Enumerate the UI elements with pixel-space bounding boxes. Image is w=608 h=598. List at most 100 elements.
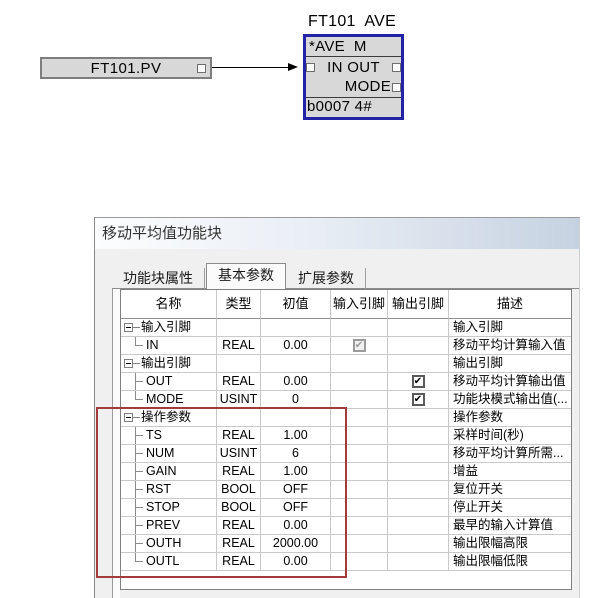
param-name-cell: NUM bbox=[121, 445, 217, 463]
table-row[interactable]: 输入引脚 输入引脚 bbox=[121, 319, 571, 337]
table-row[interactable]: MODE USINT 0 ✔ 功能块模式输出值(... bbox=[121, 391, 571, 409]
param-type: BOOL bbox=[217, 499, 261, 517]
output-pin-cell bbox=[388, 337, 449, 355]
input-pin-cell bbox=[331, 517, 388, 535]
param-init-value bbox=[261, 409, 331, 427]
param-name-cell: 输出引脚 bbox=[121, 355, 217, 373]
param-type: REAL bbox=[217, 373, 261, 391]
header-cell-type: 类型 bbox=[217, 290, 261, 319]
param-description: 输入引脚 bbox=[449, 319, 571, 337]
table-row[interactable]: IN REAL 0.00 ✔ 移动平均计算输入值 bbox=[121, 337, 571, 355]
param-description: 操作参数 bbox=[449, 409, 571, 427]
collapse-expander-icon[interactable] bbox=[124, 323, 133, 332]
input-pin-cell bbox=[331, 391, 388, 409]
param-name-cell: OUTH bbox=[121, 535, 217, 553]
param-init-value: 1.00 bbox=[261, 427, 331, 445]
output-pin-checkbox[interactable]: ✔ bbox=[411, 375, 425, 388]
param-description: 输出限幅低限 bbox=[449, 553, 571, 571]
function-block[interactable]: *AVE M IN OUT MODE b0007 4# bbox=[303, 34, 404, 120]
param-type: REAL bbox=[217, 337, 261, 355]
table-row[interactable]: OUT REAL 0.00 ✔ 移动平均计算输出值 bbox=[121, 373, 571, 391]
param-name-cell: 操作参数 bbox=[121, 409, 217, 427]
fb-pin-mode[interactable] bbox=[392, 83, 401, 92]
table-row[interactable]: OUTH REAL 2000.00 输出限幅高限 bbox=[121, 535, 571, 553]
param-name-cell: STOP bbox=[121, 499, 217, 517]
tree-connector bbox=[131, 445, 144, 462]
fb-pins-row: IN OUT bbox=[327, 59, 380, 76]
table-body: 输入引脚 输入引脚 IN REAL 0.00 ✔ 移动平均计算输入值 输出引脚 输出引脚 OUT R… bbox=[121, 319, 571, 571]
input-pin-cell bbox=[331, 535, 388, 553]
fb-pin-out[interactable] bbox=[392, 63, 401, 72]
param-description: 功能块模式输出值(... bbox=[449, 391, 571, 409]
collapse-expander-icon[interactable] bbox=[124, 359, 133, 368]
tree-connector bbox=[131, 481, 144, 498]
param-name: RST bbox=[146, 482, 171, 496]
tab-basic-params[interactable]: 基本参数 bbox=[206, 263, 286, 289]
table-row[interactable]: STOP BOOL OFF 停止开关 bbox=[121, 499, 571, 517]
param-init-value: 2000.00 bbox=[261, 535, 331, 553]
table-row[interactable]: OUTL REAL 0.00 输出限幅低限 bbox=[121, 553, 571, 571]
fb-address-row: b0007 4# bbox=[306, 97, 401, 116]
dialog-title: 移动平均值功能块 bbox=[95, 218, 579, 249]
tab-function-block-properties[interactable]: 功能块属性 bbox=[112, 268, 205, 289]
input-pin-cell: ✔ bbox=[331, 337, 388, 355]
output-pin-cell bbox=[388, 517, 449, 535]
input-pin-cell bbox=[331, 463, 388, 481]
param-name-cell: OUT bbox=[121, 373, 217, 391]
param-name: OUTL bbox=[146, 554, 180, 568]
param-name-cell: MODE bbox=[121, 391, 217, 409]
tab-pane-left-strip bbox=[112, 289, 120, 598]
table-row[interactable]: 输出引脚 输出引脚 bbox=[121, 355, 571, 373]
param-name-cell: GAIN bbox=[121, 463, 217, 481]
table-row[interactable]: PREV REAL 0.00 最早的输入计算值 bbox=[121, 517, 571, 535]
table-row[interactable]: RST BOOL OFF 复位开关 bbox=[121, 481, 571, 499]
table-row[interactable]: TS REAL 1.00 采样时间(秒) bbox=[121, 427, 571, 445]
param-init-value: 1.00 bbox=[261, 463, 331, 481]
param-name-cell: PREV bbox=[121, 517, 217, 535]
tab-bar: 功能块属性 基本参数 扩展参数 bbox=[112, 263, 366, 289]
param-name: TS bbox=[146, 428, 162, 442]
param-description: 移动平均计算输入值 bbox=[449, 337, 571, 355]
input-pin-cell bbox=[331, 481, 388, 499]
table-row[interactable]: 操作参数 操作参数 bbox=[121, 409, 571, 427]
param-name: STOP bbox=[146, 500, 180, 514]
tree-dash bbox=[133, 363, 140, 364]
output-pin-checkbox[interactable]: ✔ bbox=[411, 393, 425, 406]
param-name-cell: RST bbox=[121, 481, 217, 499]
output-pin-cell bbox=[388, 553, 449, 571]
params-table: 名称 类型 初值 输入引脚 输出引脚 描述 输入引脚 输入引脚 IN REAL 0.00… bbox=[120, 289, 572, 590]
param-description: 输出引脚 bbox=[449, 355, 571, 373]
input-pin-cell bbox=[331, 355, 388, 373]
wire bbox=[212, 67, 292, 68]
collapse-expander-icon[interactable] bbox=[124, 413, 133, 422]
param-description: 输出限幅高限 bbox=[449, 535, 571, 553]
tree-connector bbox=[131, 517, 144, 534]
param-type bbox=[217, 319, 261, 337]
input-pin-cell bbox=[331, 553, 388, 571]
input-pin-checkbox[interactable]: ✔ bbox=[352, 339, 366, 352]
tree-connector bbox=[131, 463, 144, 480]
table-row[interactable]: GAIN REAL 1.00 增益 bbox=[121, 463, 571, 481]
fb-mode-row: MODE bbox=[344, 78, 391, 95]
param-init-value: OFF bbox=[261, 481, 331, 499]
param-init-value: 0.00 bbox=[261, 373, 331, 391]
param-init-value: 0.00 bbox=[261, 553, 331, 571]
input-pin-cell bbox=[331, 445, 388, 463]
param-name-cell: IN bbox=[121, 337, 217, 355]
tree-connector bbox=[131, 391, 144, 408]
param-type: REAL bbox=[217, 517, 261, 535]
tree-connector bbox=[131, 553, 144, 570]
source-block-output-pin[interactable] bbox=[197, 64, 206, 73]
param-type: REAL bbox=[217, 535, 261, 553]
param-name: NUM bbox=[146, 446, 175, 460]
table-row[interactable]: NUM USINT 6 移动平均计算所需... bbox=[121, 445, 571, 463]
tab-extended-params[interactable]: 扩展参数 bbox=[287, 268, 366, 289]
fb-pin-in[interactable] bbox=[306, 63, 315, 72]
output-pin-cell: ✔ bbox=[388, 373, 449, 391]
tree-connector bbox=[131, 499, 144, 516]
source-block[interactable]: FT101.PV bbox=[40, 57, 212, 79]
param-name: OUT bbox=[146, 374, 173, 388]
function-block-title: FT101 AVE bbox=[308, 13, 397, 30]
header-cell-init-value: 初值 bbox=[261, 290, 331, 319]
param-init-value: 0.00 bbox=[261, 337, 331, 355]
